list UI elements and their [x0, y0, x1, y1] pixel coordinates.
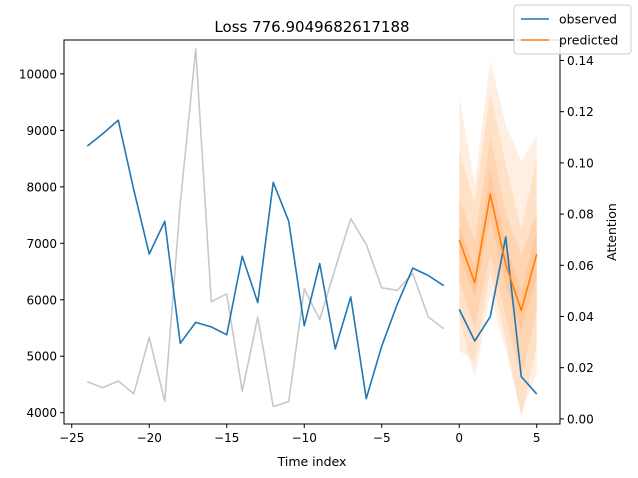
legend-box	[513, 4, 632, 55]
y2-tick-label: 0.10	[567, 156, 594, 170]
series-line-predicted-2	[458, 193, 538, 312]
y-tick-label: 7000	[26, 237, 57, 251]
series-line-attention-3	[86, 48, 445, 408]
legend-label-observed: observed	[559, 12, 617, 27]
y2-tick-label: 0.06	[567, 259, 594, 273]
x-tick-label: −25	[59, 431, 84, 445]
x-tick-label: −15	[214, 431, 239, 445]
prediction-band-0	[459, 169, 537, 331]
y-axis-right: 0.00 0.02 0.04 0.06 0.08 0.10 0.12 0.14	[560, 54, 594, 426]
x-axis: −25 −20 −15 −10 −5 0 5	[59, 424, 541, 445]
y-tick-label: 10000	[19, 67, 57, 81]
prediction-interval-bands	[459, 59, 537, 419]
y-tick-label: 5000	[26, 350, 57, 364]
series-line-observed-1	[458, 236, 538, 395]
y-tick-label: 9000	[26, 124, 57, 138]
plot-frame	[63, 39, 561, 425]
chart-title: Loss 776.9049682617188	[214, 18, 409, 36]
series-line-observed-0	[86, 119, 445, 400]
y2-tick-label: 0.12	[567, 105, 594, 119]
x-tick-label: −20	[137, 431, 162, 445]
prediction-band-1	[459, 136, 537, 376]
x-tick-label: 0	[455, 431, 463, 445]
x-tick-label: 5	[533, 431, 541, 445]
y-tick-label: 6000	[26, 293, 57, 307]
legend-label-predicted: predicted	[559, 33, 618, 48]
prediction-band-2	[459, 90, 537, 413]
y2-tick-label: 0.14	[567, 54, 594, 68]
x-tick-label: −10	[292, 431, 317, 445]
legend: observed predicted	[513, 4, 632, 55]
y2-tick-label: 0.04	[567, 310, 594, 324]
y2-axis-label: Attention	[604, 203, 619, 261]
y2-tick-label: 0.00	[567, 412, 594, 426]
prediction-band-3	[459, 59, 537, 419]
y-tick-label: 4000	[26, 406, 57, 420]
x-axis-label: Time index	[277, 454, 347, 469]
y-tick-label: 8000	[26, 180, 57, 194]
y2-tick-label: 0.02	[567, 361, 594, 375]
x-tick-label: −5	[373, 431, 391, 445]
series-lines	[86, 48, 538, 408]
y2-tick-label: 0.08	[567, 208, 594, 222]
y-axis-left: 4000 5000 6000 7000 8000 9000 10000	[19, 67, 64, 420]
